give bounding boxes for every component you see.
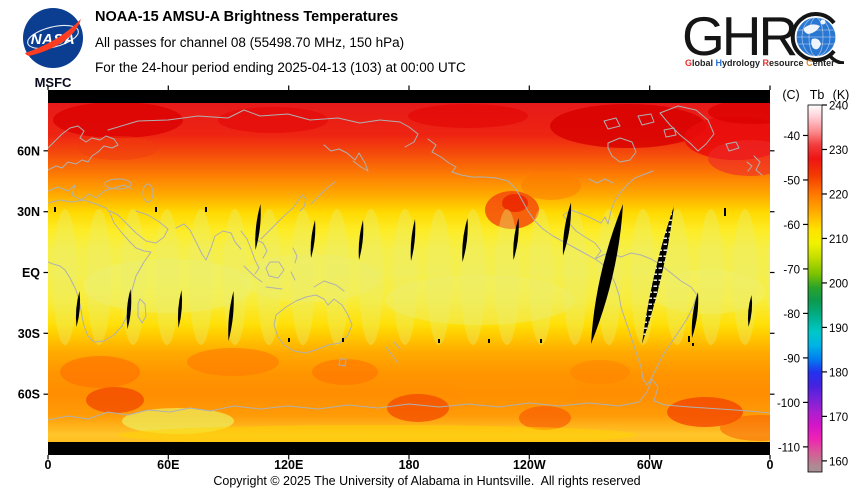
lon-tick-label: 180	[399, 458, 420, 472]
ghrc-subtitle-word: esource	[769, 58, 807, 68]
colorbar: (C) Tb (K) 240 230 220 210 200 190 180 170 160 -4…	[777, 88, 850, 473]
colorbar-unit-right: (K)	[833, 88, 850, 102]
copyright-text: Copyright © 2025 The University of Alaba…	[213, 474, 641, 488]
data-gap-speck	[688, 336, 690, 342]
data-gap-speck	[438, 339, 440, 343]
ghrc-c-tail	[828, 54, 845, 64]
msfc-caption: MSFC	[35, 75, 72, 90]
ghrc-logo: GHR	[684, 6, 845, 64]
ghrc-subtitle-initial: G	[685, 58, 693, 68]
data-gap-speck	[540, 339, 542, 343]
lon-tick-label: 0	[767, 458, 774, 472]
nasa-logo: NASA MSFC	[23, 8, 83, 90]
data-gap-swath	[410, 219, 416, 261]
colorbar-ticks: 240 230 220 210 200 190 180 170 160 -40 -50 -60 -70 -…	[777, 101, 848, 469]
period-subtitle: For the 24-hour period ending 2025-04-13…	[95, 60, 466, 75]
nasa-orbit-ellipse	[27, 24, 79, 50]
ghrc-subtitle-initial: H	[715, 58, 723, 68]
colorbar-k-tick-label: 210	[829, 234, 848, 246]
colorbar-c-tick-label: -40	[783, 131, 800, 143]
data-gap-swath	[642, 206, 674, 344]
lon-tick-label: 60E	[157, 458, 179, 472]
lon-tick-label: 120E	[274, 458, 303, 472]
colorbar-c-tick-label: -80	[783, 309, 800, 321]
data-gap-speck	[342, 338, 344, 342]
lat-tick-label: 60S	[18, 388, 40, 402]
data-gap-speck	[54, 207, 56, 212]
map-plot	[48, 90, 770, 455]
colorbar-k-tick-label: 180	[829, 367, 848, 379]
data-gap-swath	[228, 291, 234, 341]
colorbar-quantity-label: Tb	[810, 88, 825, 102]
data-gap-swath	[255, 204, 261, 250]
ghrc-subtitle-word: enter	[812, 58, 835, 68]
colorbar-gradient	[807, 104, 823, 473]
map-axes: 0 60E 120E 180 120W 60W 0 60N 30N EQ 30S 60S	[17, 85, 775, 472]
colorbar-k-tick-label: 170	[829, 412, 848, 424]
ghrc-globe-graticule	[796, 17, 836, 57]
data-gap-swath	[562, 202, 572, 256]
nasa-swoosh	[25, 19, 81, 56]
data-gap-speck	[288, 338, 290, 342]
data-gap-speck	[692, 343, 694, 346]
data-gap-speck	[724, 208, 726, 216]
data-gap-swath	[126, 289, 132, 329]
ghrc-subtitle: Global Hydrology Resource Center	[685, 58, 849, 68]
colorbar-k-tick-label: 240	[829, 101, 848, 113]
channel-subtitle: All passes for channel 08 (55498.70 MHz,…	[95, 35, 405, 50]
ghrc-subtitle-initial: R	[762, 58, 770, 68]
ghrc-subtitle-word: lobal	[692, 58, 716, 68]
colorbar-c-tick-label: -50	[783, 175, 800, 187]
data-gap-swath	[513, 218, 519, 260]
ghrc-letters: GHR	[684, 6, 797, 64]
ghrc-globe-continents	[803, 19, 826, 50]
colorbar-unit-left: (C)	[782, 88, 799, 102]
data-gap-swath	[462, 218, 468, 262]
data-gap-swath	[358, 220, 364, 260]
south-polar-nodata-band	[48, 442, 770, 455]
colorbar-k-tick-label: 230	[829, 145, 848, 157]
colorbar-c-tick-label: -90	[783, 353, 800, 365]
colorbar-c-tick-label: -70	[783, 264, 800, 276]
data-gap-swath	[691, 292, 699, 338]
colorbar-k-tick-label: 220	[829, 189, 848, 201]
lon-tick-label: 0	[45, 458, 52, 472]
data-gap-speck	[488, 339, 490, 343]
colorbar-c-tick-label: -100	[777, 398, 800, 410]
colorbar-c-tick-label: -60	[783, 220, 800, 232]
lat-tick-label: 30S	[18, 327, 40, 341]
colorbar-k-tick-label: 160	[829, 456, 848, 468]
ghrc-subtitle-initial: C	[806, 58, 813, 68]
ghrc-c-ring	[790, 12, 836, 62]
data-gap-speck	[155, 207, 157, 212]
data-gap-swaths	[54, 202, 753, 346]
data-gap-swath	[310, 220, 316, 258]
lon-tick-label: 60W	[637, 458, 663, 472]
lat-tick-label: EQ	[22, 266, 40, 280]
lat-tick-label: 60N	[17, 144, 40, 158]
colorbar-k-tick-label: 200	[829, 278, 848, 290]
lat-tick-label: 30N	[17, 205, 40, 219]
colorbar-k-tick-label: 190	[829, 323, 848, 335]
data-gap-swath	[591, 204, 623, 344]
data-gap-swath	[747, 295, 753, 327]
data-gap-swath	[177, 290, 183, 328]
lon-tick-label: 120W	[513, 458, 546, 472]
data-gap-speck	[205, 207, 207, 212]
colorbar-c-tick-label: -110	[778, 442, 800, 454]
page-title: NOAA-15 AMSU-A Brightness Temperatures	[95, 9, 399, 25]
ghrc-subtitle-word: ydrology	[722, 58, 763, 68]
north-polar-nodata-band	[48, 90, 770, 103]
data-gap-swath	[75, 291, 81, 327]
